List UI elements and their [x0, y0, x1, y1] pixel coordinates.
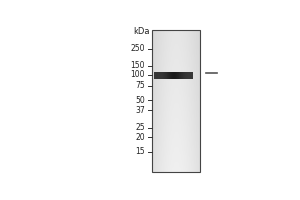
Text: kDa: kDa	[134, 27, 150, 36]
Text: 20: 20	[135, 133, 145, 142]
Text: 100: 100	[130, 70, 145, 79]
Text: 25: 25	[135, 123, 145, 132]
Text: 50: 50	[135, 96, 145, 105]
Text: 37: 37	[135, 106, 145, 115]
Text: 250: 250	[130, 44, 145, 53]
Text: 75: 75	[135, 81, 145, 90]
Text: 150: 150	[130, 61, 145, 70]
Bar	[152, 30, 200, 172]
Text: 15: 15	[135, 147, 145, 156]
